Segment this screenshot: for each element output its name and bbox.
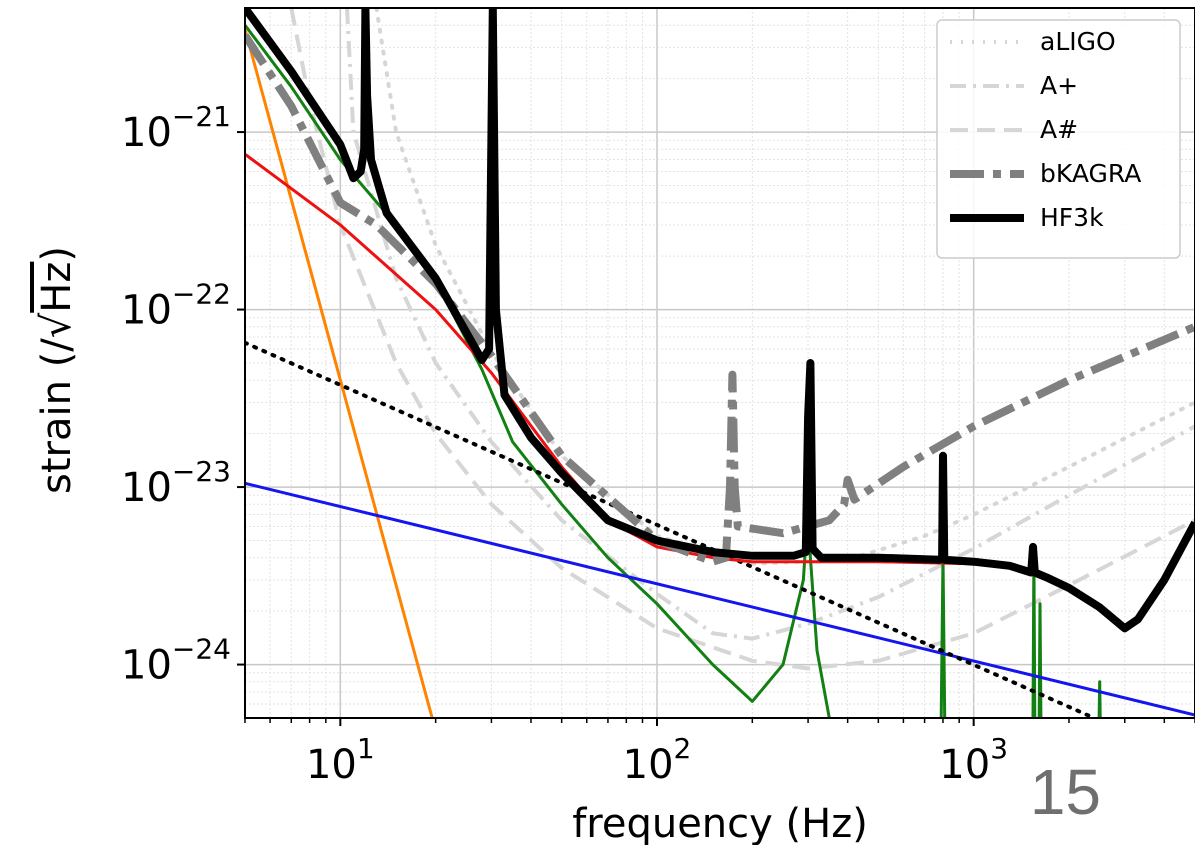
page-number: 15 (1029, 756, 1101, 828)
y-tick-base: 10 (121, 465, 172, 511)
x-tick-label: 101 (306, 732, 375, 788)
series-line-green-spike-2500 (1097, 680, 1102, 718)
series-line-dotted-black (245, 340, 1097, 718)
y-axis-label-radical: √ (34, 312, 80, 338)
x-tick-base: 10 (306, 742, 357, 788)
y-tick-label: 10−23 (121, 455, 231, 511)
y-tick-base: 10 (121, 643, 172, 689)
y-tick-label: 10−22 (121, 278, 231, 334)
series-layer (245, 8, 1195, 718)
y-axis-label-radicand: Hz (34, 262, 80, 313)
series-line-bkagra (245, 33, 1195, 566)
y-tick-exponent: −21 (172, 100, 231, 133)
legend-label-aplus: A+ (1040, 71, 1078, 100)
legend-box (936, 19, 1181, 259)
y-tick-label: 10−24 (121, 633, 231, 689)
y-axis-label-suffix: ) (34, 246, 80, 262)
y-tick-base: 10 (121, 110, 172, 156)
legend-label-hf3k: HF3k (1040, 203, 1104, 232)
x-tick-label: 102 (623, 732, 692, 788)
series-line-green-spike-1620 (1037, 602, 1043, 718)
series-line-hf3k (245, 8, 1195, 633)
y-tick-label: 10−21 (121, 100, 231, 156)
series-line-green-spike-1550 (1031, 556, 1037, 718)
y-axis-label-prefix: strain (/ (34, 338, 80, 494)
series-line-asharp (289, 8, 1195, 671)
legend-label-aligo: aLIGO (1040, 27, 1116, 56)
x-tick-base: 10 (939, 742, 990, 788)
x-tick-exponent: 2 (674, 732, 692, 765)
series-line-orange (245, 28, 434, 718)
plot-frame (244, 7, 1195, 719)
x-axis-label: frequency (Hz) (572, 801, 868, 845)
y-tick-exponent: −23 (172, 455, 231, 488)
y-axis-label: strain (/√Hz) (34, 246, 80, 494)
x-tick-label: 103 (939, 732, 1008, 788)
series-line-aplus (345, 8, 1195, 641)
series-line-blue (245, 481, 1195, 717)
legend-label-bkagra: bKAGRA (1040, 159, 1141, 188)
svg-text:strain (/√Hz): strain (/√Hz) (34, 246, 80, 494)
y-tick-exponent: −22 (172, 278, 231, 311)
y-tick-exponent: −24 (172, 633, 231, 666)
legend: aLIGO A+ A# bKAGRA HF3k (936, 19, 1181, 259)
x-tick-exponent: 3 (990, 732, 1008, 765)
legend-label-asharp: A# (1040, 115, 1078, 144)
y-tick-base: 10 (121, 288, 172, 334)
x-tick-base: 10 (623, 742, 674, 788)
x-tick-exponent: 1 (357, 732, 375, 765)
series-line-green-spike-800 (939, 556, 947, 718)
